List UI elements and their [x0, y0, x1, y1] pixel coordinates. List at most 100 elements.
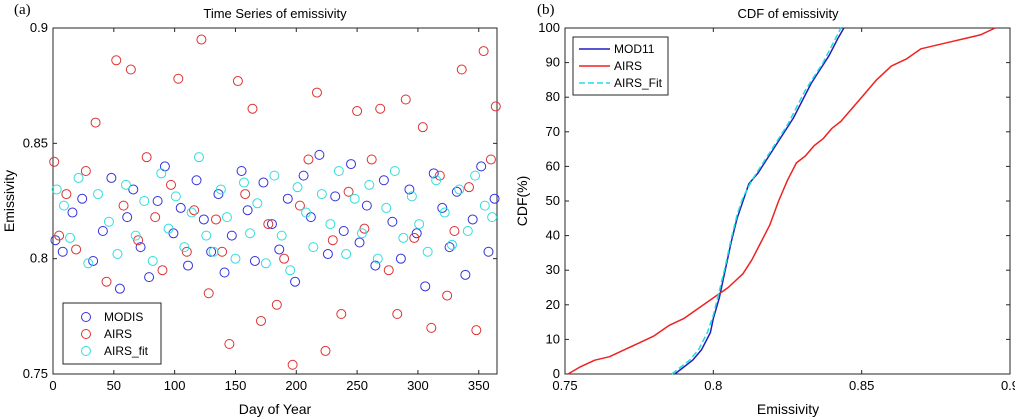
point-airs-fit — [356, 228, 367, 239]
panel-b-cdf: (b) CDF of emissivity 0.75 0.8 0.85 0.9 0 10 2… — [514, 2, 1015, 417]
point-airs-fit — [439, 207, 450, 218]
point-airs — [490, 101, 501, 112]
point-airs-fit — [238, 177, 249, 188]
point-airs — [478, 46, 489, 57]
point-airs-fit — [201, 230, 212, 241]
panel-a-legend-marker-airs — [81, 329, 91, 339]
point-airs — [456, 64, 467, 75]
point-airs-fit — [398, 232, 409, 243]
point-airs-fit — [230, 253, 241, 264]
point-modis — [183, 260, 194, 271]
point-modis — [57, 246, 68, 257]
point-airs — [383, 265, 394, 276]
point-modis — [135, 242, 146, 253]
point-modis — [144, 272, 155, 283]
panel-b-legend-label-mod11: MOD11 — [614, 42, 655, 56]
panel-a-xtick-label: 150 — [225, 378, 247, 393]
series-line-mod11 — [674, 27, 845, 375]
point-modis — [213, 189, 224, 200]
point-modis — [314, 149, 325, 160]
panel-a-ytick-label: 0.85 — [23, 135, 48, 150]
panel-b-letter: (b) — [537, 2, 555, 18]
point-airs — [232, 76, 243, 87]
point-modis — [322, 249, 333, 260]
point-modis — [489, 193, 500, 204]
panel-b-xtick-label: 0.8 — [704, 378, 722, 393]
point-airs — [327, 235, 338, 246]
point-airs-fit — [179, 242, 190, 253]
point-modis — [274, 244, 285, 255]
point-airs-fit — [325, 219, 336, 230]
point-airs — [409, 232, 420, 243]
point-modis — [387, 216, 398, 227]
point-airs — [294, 200, 305, 211]
point-airs — [54, 230, 65, 241]
point-airs — [240, 189, 251, 200]
point-airs — [49, 156, 60, 167]
point-airs-fit — [422, 246, 433, 257]
point-airs — [80, 166, 91, 177]
point-airs — [181, 246, 192, 257]
point-airs-fit — [93, 189, 104, 200]
point-airs-fit — [103, 216, 114, 227]
panel-b-ytick-label: 90 — [546, 55, 560, 70]
point-airs-fit — [269, 170, 280, 181]
point-airs-fit — [381, 202, 392, 213]
panel-b-xtick-label: 0.75 — [552, 378, 577, 393]
point-modis — [290, 276, 301, 287]
point-modis — [330, 191, 341, 202]
point-airs — [366, 154, 377, 165]
point-airs — [287, 359, 298, 370]
point-airs-fit — [139, 196, 150, 206]
point-airs — [279, 253, 290, 264]
point-airs-fit — [285, 265, 296, 276]
point-airs-fit — [170, 191, 181, 202]
point-airs-fit — [276, 230, 287, 241]
panel-b-ytick-label: 60 — [546, 158, 560, 173]
point-modis — [206, 246, 217, 257]
point-modis — [266, 219, 277, 230]
point-airs — [61, 189, 72, 200]
point-modis — [420, 281, 431, 292]
point-airs-fit — [245, 228, 256, 239]
point-airs-fit — [349, 193, 360, 204]
point-airs — [426, 322, 437, 333]
point-modis — [460, 269, 471, 280]
panel-a-legend-label-airs: AIRS — [104, 327, 132, 341]
point-modis — [476, 161, 487, 172]
point-airs — [442, 290, 453, 301]
point-modis — [298, 170, 309, 181]
point-airs-fit — [406, 191, 417, 202]
point-airs — [247, 103, 258, 114]
point-airs-fit — [215, 184, 226, 195]
point-airs — [157, 265, 168, 276]
panel-b-ytick-label: 100 — [538, 20, 560, 35]
point-airs-fit — [147, 255, 158, 266]
point-airs-fit — [156, 168, 167, 179]
point-modis — [175, 202, 186, 213]
panel-b-legend-label-airs: AIRS — [614, 59, 642, 73]
point-airs-fit — [487, 212, 498, 223]
panel-a-legend-label-airs-fit: AIRS_fit — [104, 344, 149, 358]
panel-a-xtick-label: 250 — [346, 378, 368, 393]
point-airs — [101, 276, 112, 287]
point-airs-fit — [462, 225, 473, 236]
point-airs — [118, 200, 129, 211]
point-airs-fit — [65, 232, 76, 243]
point-airs-fit — [431, 175, 442, 186]
point-airs — [485, 154, 496, 165]
panel-b-ylabel: CDF(%) — [514, 176, 530, 227]
point-modis — [346, 159, 357, 170]
point-airs-fit — [51, 184, 62, 195]
point-airs — [203, 288, 214, 299]
point-airs-fit — [130, 230, 141, 241]
point-airs-fit — [221, 212, 232, 223]
panel-b-ytick-label: 10 — [546, 331, 560, 346]
panel-a-points — [49, 34, 501, 370]
point-airs — [392, 309, 403, 320]
point-airs-fit — [292, 182, 303, 193]
point-airs — [224, 339, 235, 350]
panel-a-ytick-label: 0.9 — [30, 20, 48, 35]
point-modis — [451, 186, 462, 197]
